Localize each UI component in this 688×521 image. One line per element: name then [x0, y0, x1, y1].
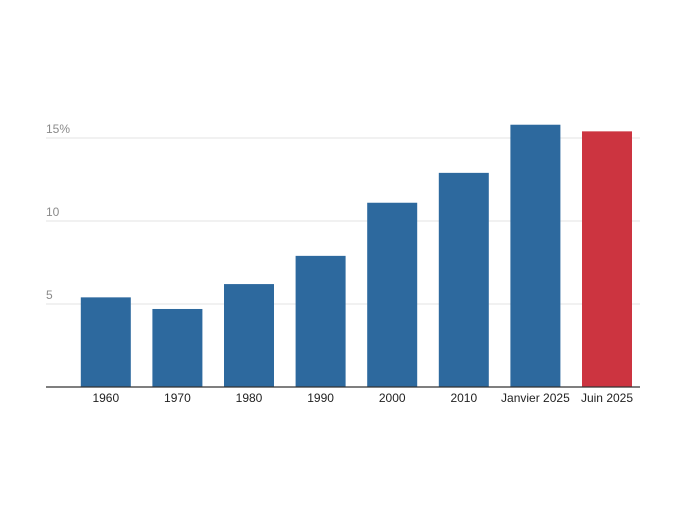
- y-tick-label: 5: [46, 288, 53, 302]
- bar-2010: [438, 172, 489, 387]
- bar-2000: [367, 202, 418, 387]
- x-tick-label: 2010: [450, 391, 477, 405]
- bar-layer: [80, 124, 632, 387]
- x-tick-label: 1980: [236, 391, 263, 405]
- x-tick-label: 1970: [164, 391, 191, 405]
- y-tick-label: 15%: [46, 122, 70, 136]
- x-tick-label: 1960: [92, 391, 119, 405]
- bar-1960: [80, 297, 131, 387]
- x-tick-label: Juin 2025: [581, 391, 633, 405]
- x-tick-label: Janvier 2025: [501, 391, 570, 405]
- x-tick-label: 1990: [307, 391, 334, 405]
- bar-1970: [152, 308, 203, 387]
- y-tick-label: 10: [46, 205, 60, 219]
- axis-layer: 5 10 15% 1960 1970 1980 1990 2000 2010 Janvier 20…: [46, 122, 640, 405]
- x-tick-label: 2000: [379, 391, 406, 405]
- bar-1990: [295, 255, 346, 387]
- bar-janvier-2025: [510, 124, 561, 387]
- bar-juin-2025: [582, 131, 632, 387]
- bar-1980: [224, 284, 274, 387]
